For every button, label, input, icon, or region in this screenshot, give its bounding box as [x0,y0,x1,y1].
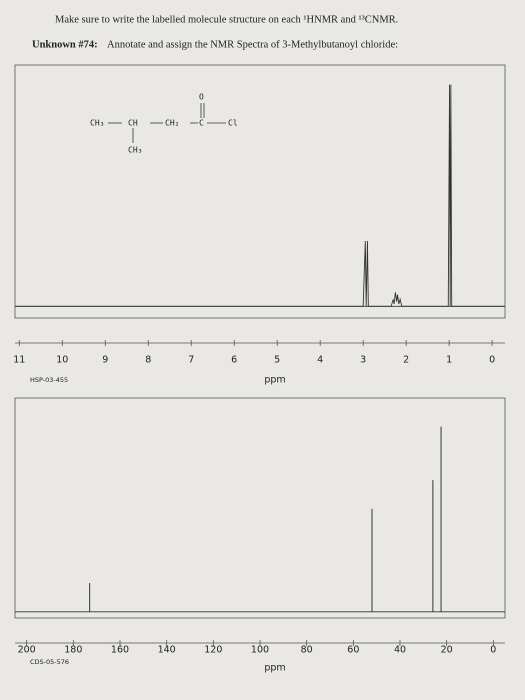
atom: CH₃ [128,146,142,155]
x-tick-label: 5 [274,355,280,366]
x-tick-label: 20 [441,645,453,656]
x-tick-label: 10 [56,355,68,366]
x-tick-label: 60 [347,645,359,656]
x-tick-label: 140 [158,645,176,656]
spectrum [15,84,505,307]
atom: CH [128,119,138,128]
x-tick-label: 11 [13,355,25,366]
x-tick-label: 4 [317,355,323,366]
x-tick-label: 100 [251,645,269,656]
x-tick-label: 3 [360,355,366,366]
x-tick-label: 40 [394,645,406,656]
x-tick-label: 0 [489,355,495,366]
unknown-label: Unknown #74: [32,39,98,50]
plot-frame [14,397,506,619]
plot-frame [14,64,506,319]
x-tick-label: 200 [18,645,36,656]
atom: O [199,93,204,102]
structure [108,103,226,143]
x-axis-label: ppm [264,375,285,386]
x-tick-label: 2 [403,355,409,366]
atom: C [199,119,204,128]
atom: CH₃ [90,119,104,128]
x-tick-label: 160 [111,645,129,656]
x-tick-label: 0 [490,645,496,656]
spectrum-code: HSP-03-455 [30,376,68,384]
x-tick-label: 120 [204,645,222,656]
x-tick-label: 7 [188,355,194,366]
x-tick-label: 8 [145,355,151,366]
spectrum-code: CDS-05-576 [30,658,69,666]
atom: Cl [228,119,238,128]
x-axis-label: ppm [264,663,285,674]
x-tick-label: 6 [231,355,237,366]
task: Annotate and assign the NMR Spectra of 3… [107,39,398,50]
x-tick-label: 180 [64,645,82,656]
x-tick-label: 1 [446,355,452,366]
x-tick-label: 80 [301,645,313,656]
atom: CH₂ [165,119,179,128]
x-tick-label: 9 [102,355,108,366]
instruction: Make sure to write the labelled molecule… [55,14,398,25]
